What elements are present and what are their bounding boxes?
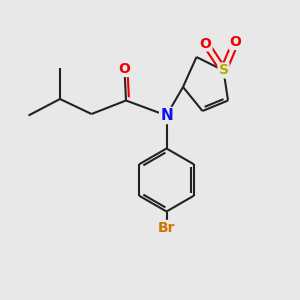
Text: O: O <box>200 37 211 50</box>
Text: Br: Br <box>158 221 175 235</box>
Text: O: O <box>118 62 130 76</box>
Text: N: N <box>160 108 173 123</box>
Text: S: S <box>218 64 229 77</box>
Text: O: O <box>230 35 242 49</box>
